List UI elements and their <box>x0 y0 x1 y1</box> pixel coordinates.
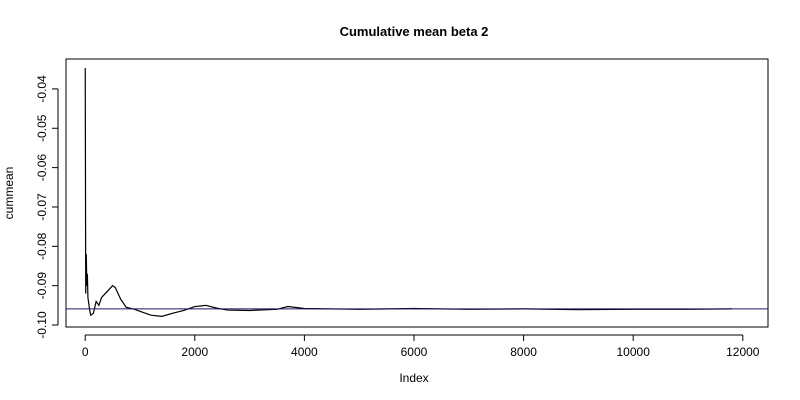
y-tick-label: -0.05 <box>35 114 49 142</box>
y-tick-label: -0.09 <box>35 272 49 300</box>
y-tick-label: -0.06 <box>35 154 49 182</box>
plot-box <box>65 58 769 328</box>
y-tick-label: -0.04 <box>35 75 49 103</box>
y-tick-label: -0.07 <box>35 193 49 221</box>
chart-title: Cumulative mean beta 2 <box>340 24 489 39</box>
y-tick-label: -0.10 <box>35 311 49 339</box>
x-tick-label: 6000 <box>401 345 428 359</box>
y-tick-label: -0.08 <box>35 232 49 260</box>
x-tick-label: 0 <box>82 345 89 359</box>
x-tick-label: 12000 <box>726 345 760 359</box>
x-tick-label: 2000 <box>181 345 208 359</box>
x-tick-label: 8000 <box>510 345 537 359</box>
x-axis-label: Index <box>399 371 428 385</box>
y-axis-label: cummean <box>2 167 16 220</box>
x-tick-label: 4000 <box>291 345 318 359</box>
x-tick-label: 10000 <box>617 345 651 359</box>
